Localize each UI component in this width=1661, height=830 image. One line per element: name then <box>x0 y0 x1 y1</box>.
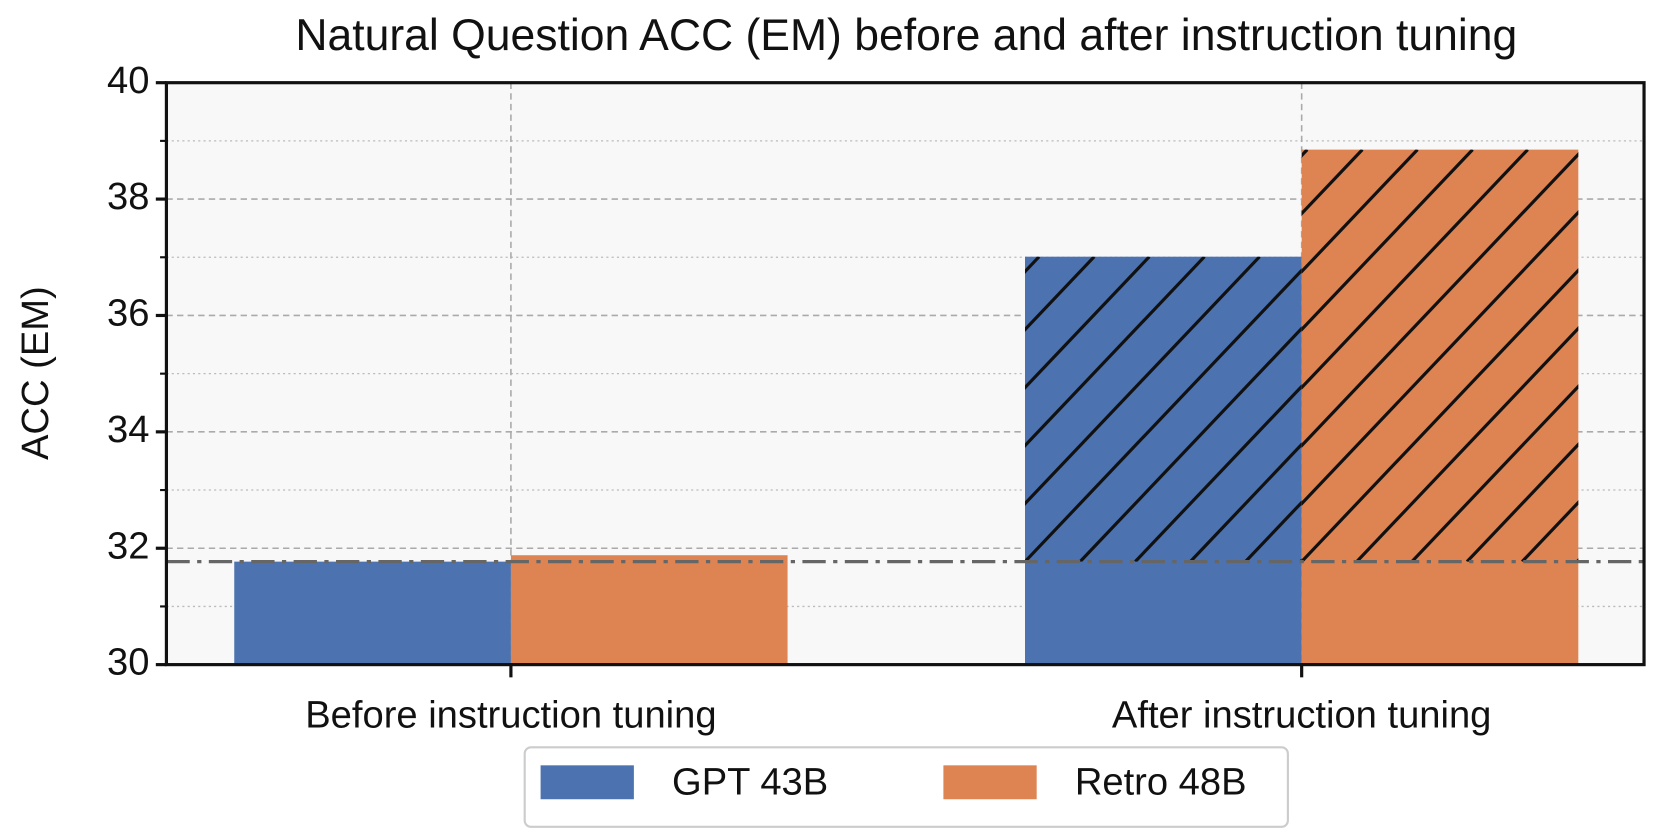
hatch-line <box>1244 500 1302 562</box>
y-tick-label: 38 <box>107 175 149 218</box>
x-tick-label: Before instruction tuning <box>305 694 716 737</box>
hatch-line <box>1465 442 1579 562</box>
chart-title: Natural Question ACC (EM) before and aft… <box>295 11 1517 60</box>
legend: GPT 43B Retro 48B <box>523 746 1289 828</box>
y-tick-label: 30 <box>107 641 149 684</box>
hatch-line <box>1025 256 1261 506</box>
bar <box>1025 256 1302 665</box>
hatch-line <box>1301 210 1579 506</box>
hatch-line <box>1301 149 1529 390</box>
hatch-line <box>1301 152 1579 448</box>
hatch-line <box>1025 256 1096 332</box>
hatch <box>1025 256 1302 562</box>
y-tick-label: 40 <box>107 59 149 102</box>
hatch-line <box>1355 326 1579 562</box>
hatch-line <box>1301 149 1474 332</box>
legend-label: Retro 48B <box>1075 760 1247 803</box>
hatch-line <box>1301 149 1419 274</box>
y-axis-label: ACC (EM) <box>14 286 57 460</box>
y-tick-label: 32 <box>107 524 149 567</box>
bars <box>234 149 1579 665</box>
y-tick-label: 34 <box>107 408 149 451</box>
hatch-line <box>1025 256 1151 390</box>
x-tick-label: After instruction tuning <box>1112 694 1492 737</box>
hatch-line <box>1025 268 1302 562</box>
bar <box>1301 149 1579 665</box>
hatch-line <box>1189 442 1302 562</box>
bar <box>510 555 788 665</box>
y-tick-label: 36 <box>107 292 149 335</box>
plot-frame <box>164 81 1646 667</box>
hatch-line <box>1078 326 1302 562</box>
hatch-line <box>1134 384 1302 562</box>
hatch <box>1301 149 1579 562</box>
legend-label: GPT 43B <box>672 760 828 803</box>
bar <box>234 561 511 665</box>
hatch-line <box>1301 268 1579 562</box>
hatch-line <box>1025 256 1206 448</box>
legend-swatch <box>540 765 634 800</box>
legend-box <box>523 746 1289 828</box>
hatch-line <box>1410 384 1579 562</box>
legend-swatch <box>943 765 1037 800</box>
